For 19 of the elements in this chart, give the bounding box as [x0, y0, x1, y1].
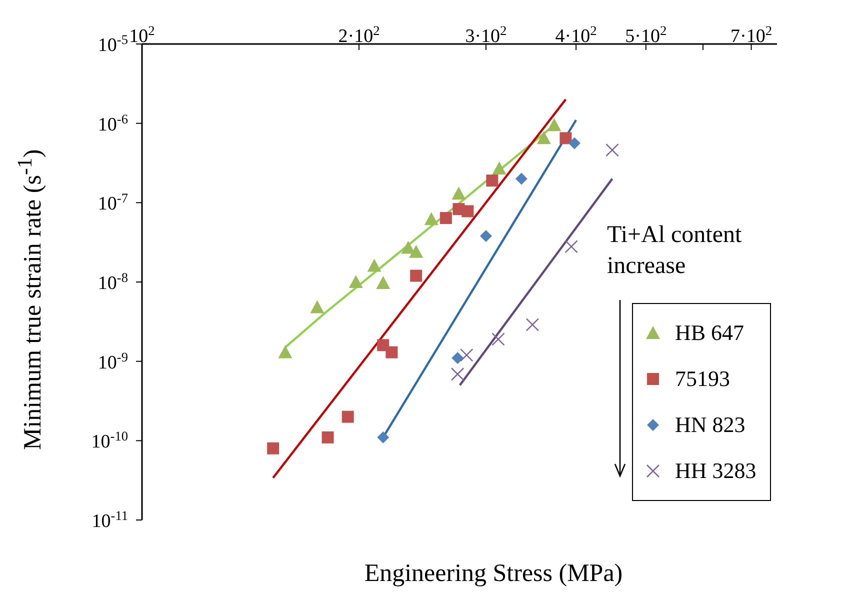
- y-tick-label: 10$^{-11}$: [92, 508, 128, 532]
- annotation: Ti+Al content increase: [607, 221, 743, 281]
- y-tick-label: 10$^{-9}$: [98, 348, 128, 374]
- x-tick-label: 4·10$^{2}$: [555, 22, 597, 47]
- legend-label: 75193: [675, 366, 730, 392]
- x-tick-label: 3·10$^{2}$: [465, 22, 507, 47]
- y-tick-label: 10$^{-8}$: [98, 270, 128, 294]
- x-tick-label: 2·10$^{2}$: [338, 22, 380, 47]
- x-tick-label: 5·10$^{2}$: [625, 22, 667, 47]
- legend-label: HN 823: [675, 412, 746, 438]
- legend-label: HH 3283: [675, 458, 756, 484]
- x-tick-label: 10$^{2}$: [129, 22, 155, 47]
- x-axis-title: Engineering Stress (MPa): [363, 560, 624, 588]
- y-tick-label: 10$^{-6}$: [98, 110, 128, 136]
- x-tick-label: 7·10$^{2}$: [730, 22, 772, 47]
- y-tick-label: 10$^{-10}$: [91, 428, 128, 453]
- y-tick-label: 10$^{-7}$: [98, 190, 128, 215]
- y-tick-label: 10$^{-5}$: [98, 32, 128, 56]
- legend-label: HB 647: [675, 320, 744, 346]
